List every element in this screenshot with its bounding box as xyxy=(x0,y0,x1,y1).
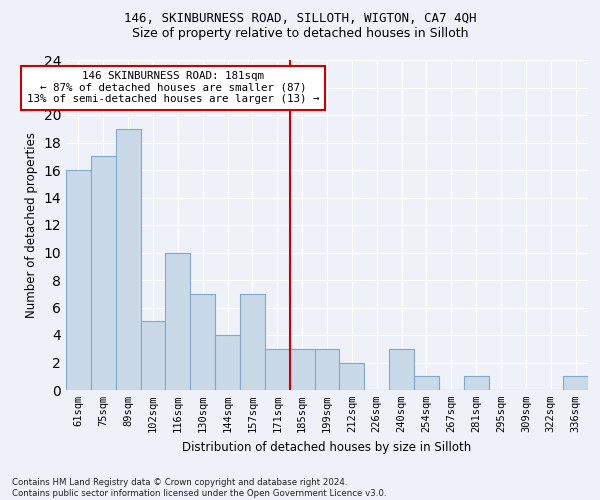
Y-axis label: Number of detached properties: Number of detached properties xyxy=(25,132,38,318)
Bar xyxy=(464,376,488,390)
X-axis label: Distribution of detached houses by size in Silloth: Distribution of detached houses by size … xyxy=(182,440,472,454)
Bar xyxy=(190,294,215,390)
Bar xyxy=(340,362,364,390)
Text: Size of property relative to detached houses in Silloth: Size of property relative to detached ho… xyxy=(132,28,468,40)
Bar xyxy=(215,335,240,390)
Bar xyxy=(290,349,314,390)
Text: 146 SKINBURNESS ROAD: 181sqm
← 87% of detached houses are smaller (87)
13% of se: 146 SKINBURNESS ROAD: 181sqm ← 87% of de… xyxy=(26,71,319,104)
Bar xyxy=(166,252,190,390)
Bar xyxy=(140,322,166,390)
Bar xyxy=(389,349,414,390)
Bar xyxy=(116,128,140,390)
Bar xyxy=(414,376,439,390)
Text: Contains HM Land Registry data © Crown copyright and database right 2024.
Contai: Contains HM Land Registry data © Crown c… xyxy=(12,478,386,498)
Bar xyxy=(314,349,340,390)
Bar xyxy=(563,376,588,390)
Bar xyxy=(265,349,290,390)
Text: 146, SKINBURNESS ROAD, SILLOTH, WIGTON, CA7 4QH: 146, SKINBURNESS ROAD, SILLOTH, WIGTON, … xyxy=(124,12,476,26)
Bar xyxy=(91,156,116,390)
Bar xyxy=(240,294,265,390)
Bar xyxy=(66,170,91,390)
